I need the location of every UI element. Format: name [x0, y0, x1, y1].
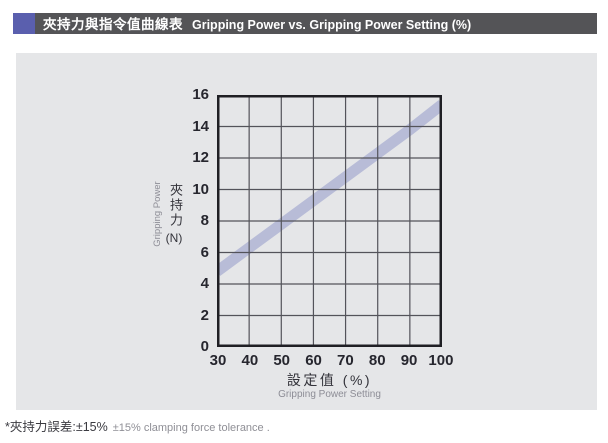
x-tick-label: 70 [337, 352, 354, 369]
y-tick-label: 8 [200, 212, 209, 229]
y-axis-tick-labels: 16 14 12 10 8 6 4 2 0 [161, 87, 209, 355]
y-tick-label: 6 [200, 243, 209, 261]
data-band [217, 100, 442, 276]
tolerance-footnote-chinese: *夾持力誤差:±15% [5, 420, 108, 434]
plot-border [217, 95, 442, 347]
y-tick-label: 16 [192, 86, 209, 103]
page-title-english: Gripping Power vs. Gripping Power Settin… [192, 18, 472, 32]
x-tick-label: 80 [368, 352, 386, 369]
chart-panel: Gripping Power 夾持力 (N) 16 14 12 10 8 6 4 2 0 30 4… [16, 53, 597, 410]
tolerance-footnote: *夾持力誤差:±15% ±15% clamping force tolerance… [5, 416, 270, 436]
y-tick-label: 0 [200, 338, 209, 355]
y-tick-label: 4 [200, 275, 209, 292]
y-tick-label: 12 [192, 149, 209, 166]
section-header-bar: 夾持力與指令值曲線表 Gripping Power vs. Gripping Po… [13, 13, 597, 34]
x-axis-tick-labels: 30 40 50 60 70 80 90 100 [203, 353, 456, 369]
y-tick-label: 10 [192, 180, 209, 198]
x-tick-label: 30 [209, 352, 227, 369]
x-axis-label-chinese: 設定值 (%) [286, 372, 373, 388]
x-tick-label: 50 [273, 352, 291, 369]
y-axis-unit-label: (N) [165, 231, 183, 245]
x-tick-label: 100 [428, 352, 454, 369]
y-tick-label: 14 [192, 117, 209, 135]
x-tick-label: 90 [400, 352, 418, 369]
x-tick-label: 60 [305, 352, 322, 369]
x-axis-label-english: Gripping Power Setting [278, 389, 381, 400]
y-axis-label-chinese: 夾持力 [168, 183, 183, 228]
page-title-chinese: 夾持力與指令值曲線表 [43, 17, 183, 32]
chart-canvas [217, 95, 442, 347]
y-tick-label: 2 [200, 306, 209, 324]
page-title: 夾持力與指令值曲線表 Gripping Power vs. Gripping Po… [43, 13, 471, 34]
x-tick-label: 40 [241, 352, 259, 369]
accent-square-icon [13, 13, 35, 34]
tolerance-footnote-english: ±15% clamping force tolerance . [112, 422, 270, 434]
